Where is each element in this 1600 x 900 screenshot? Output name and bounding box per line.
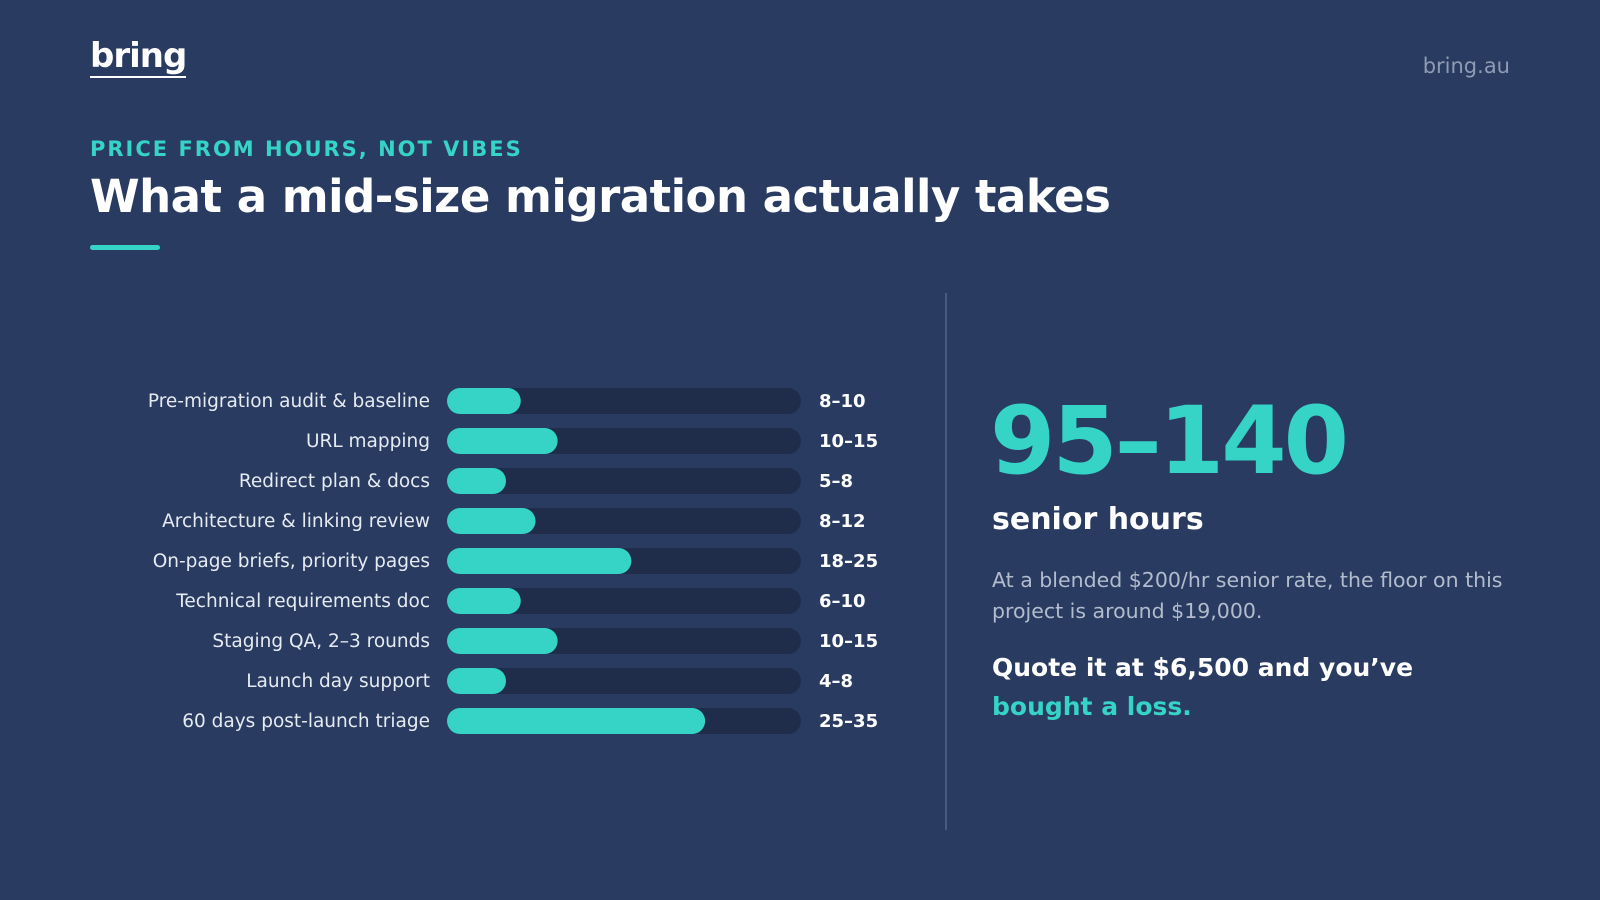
quote-callout: Quote it at $6,500 and you’ve bought a l… [992,648,1522,726]
bar-category-label: 60 days post-launch triage [182,711,430,732]
total-hours-figure: 95–140 [990,387,1349,496]
bar-fill [447,508,536,534]
bar-fill [447,428,558,454]
bar-value-label: 18–25 [819,551,878,572]
bar-fill [447,708,706,734]
bar-category-label: Pre-migration audit & baseline [148,391,430,412]
bar-fill [447,588,521,614]
bar-track [447,508,801,534]
bar-category-label: Launch day support [246,671,430,692]
bar-fill [447,548,632,574]
eyebrow-label: PRICE FROM HOURS, NOT VIBES [90,137,523,161]
bar-category-label: Redirect plan & docs [239,471,430,492]
bar-value-label: 8–12 [819,511,866,532]
bar-track [447,468,801,494]
bar-fill [447,628,558,654]
bar-value-label: 10–15 [819,431,878,452]
bar-fill [447,668,506,694]
page-title: What a mid-size migration actually takes [90,170,1111,223]
site-url: bring.au [1422,54,1510,78]
title-underline [90,245,160,250]
hours-bar-chart: Pre-migration audit & baseline 8–10 URL ma… [148,388,878,734]
quote-text: Quote it at $6,500 and you’ve [992,653,1414,682]
vertical-divider [945,293,947,830]
bar-value-label: 5–8 [819,471,853,492]
bar-category-label: URL mapping [306,431,430,452]
brand-logo: bring [90,36,187,78]
bar-value-label: 6–10 [819,591,866,612]
bar-value-label: 8–10 [819,391,866,412]
rate-explanation: At a blended $200/hr senior rate, the fl… [992,568,1503,623]
bar-fill [447,388,521,414]
bar-fill [447,468,506,494]
bar-category-label: On-page briefs, priority pages [153,551,430,572]
bar-category-label: Staging QA, 2–3 rounds [212,631,430,652]
hours-unit-label: senior hours [992,502,1204,537]
bar-track [447,588,801,614]
bar-value-label: 10–15 [819,631,878,652]
bar-value-label: 4–8 [819,671,853,692]
bar-value-label: 25–35 [819,711,878,732]
bar-track [447,668,801,694]
bar-category-label: Architecture & linking review [162,511,430,532]
bar-category-label: Technical requirements doc [175,591,430,612]
quote-highlight: bought a loss. [992,692,1192,721]
bar-track [447,388,801,414]
